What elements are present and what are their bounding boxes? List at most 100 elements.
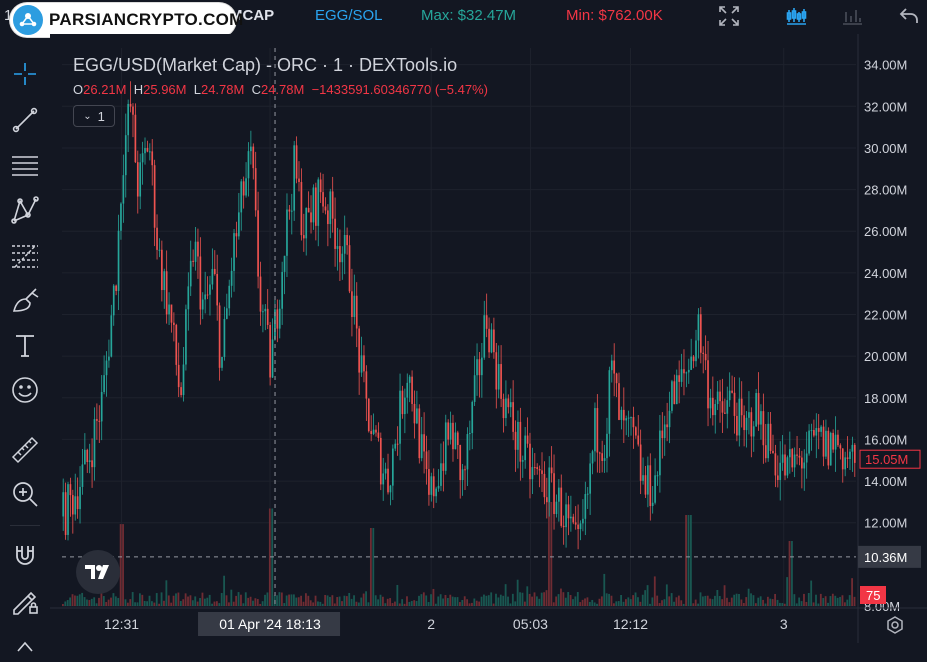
- candle-body: [416, 408, 418, 424]
- candle-body: [728, 390, 731, 401]
- candle-body: [206, 294, 209, 296]
- candle-body: [726, 400, 729, 414]
- volume-bar: [836, 597, 839, 606]
- volume-bar: [581, 599, 584, 606]
- candle-body: [615, 373, 618, 384]
- volume-bar: [312, 602, 315, 606]
- candle-body: [582, 518, 584, 524]
- volume-bar: [290, 594, 293, 606]
- candle-body: [153, 165, 156, 228]
- volume-bar: [497, 597, 500, 606]
- tab-pair[interactable]: EGG/SOL: [315, 7, 383, 24]
- candle-body: [620, 409, 623, 420]
- open-value: 26.21M: [83, 82, 127, 97]
- trend-line-icon[interactable]: [8, 103, 42, 137]
- volume-bar: [141, 594, 144, 606]
- volume-bar: [278, 592, 281, 606]
- magnet-icon[interactable]: [8, 539, 42, 573]
- volume-bar: [603, 573, 606, 606]
- candle-body: [103, 375, 105, 393]
- candle-body: [310, 212, 312, 223]
- volume-bar: [437, 596, 440, 606]
- volume-bar: [244, 592, 247, 606]
- candle-body: [774, 453, 777, 476]
- emoji-icon[interactable]: [8, 373, 42, 407]
- candle-body: [837, 434, 839, 446]
- bars-icon[interactable]: [840, 4, 864, 28]
- collapse-legend-button[interactable]: ⌄ 1: [73, 105, 115, 127]
- interval-label[interactable]: 1: [4, 7, 13, 24]
- volume-bar: [225, 595, 228, 606]
- fib-icon[interactable]: [8, 238, 42, 272]
- candle-body: [738, 398, 741, 436]
- undo-icon[interactable]: [898, 5, 920, 27]
- candle-body: [483, 315, 486, 358]
- volume-bar: [646, 585, 649, 606]
- crosshair-icon[interactable]: [8, 57, 42, 91]
- volume-bar: [511, 593, 514, 606]
- volume-bar: [627, 597, 630, 606]
- lock-draw-icon[interactable]: [8, 584, 42, 618]
- candle-body: [132, 106, 134, 115]
- text-icon[interactable]: [8, 329, 42, 363]
- candle-body: [112, 285, 115, 316]
- volume-bar: [574, 596, 577, 606]
- candle-body: [589, 463, 591, 494]
- volume-bar: [449, 594, 452, 606]
- volume-bar: [822, 597, 825, 606]
- candle-body: [158, 249, 161, 251]
- candle-body: [377, 432, 380, 438]
- volume-bar: [369, 528, 372, 606]
- candle-body: [760, 411, 762, 425]
- candle-body: [654, 475, 656, 503]
- volume-bar: [774, 593, 776, 606]
- expand-icon[interactable]: [718, 5, 740, 27]
- candle-body: [560, 487, 563, 526]
- volume-bar: [586, 597, 589, 606]
- volume-bar: [711, 599, 714, 606]
- candle-body: [468, 433, 471, 435]
- candle-body: [117, 230, 120, 291]
- candle-body: [707, 360, 709, 409]
- y-tick-label: 28.00M: [864, 183, 907, 198]
- candle-body: [343, 234, 346, 254]
- candle-body: [844, 457, 847, 470]
- collapse-count: 1: [97, 108, 105, 124]
- candle-body: [536, 467, 539, 470]
- price-chart[interactable]: 34.00M 32.00M 30.00M 28.00M 26.00M 24.00M 22.0…: [0, 0, 927, 643]
- ruler-icon[interactable]: [8, 433, 42, 467]
- tradingview-logo-icon[interactable]: [76, 550, 120, 594]
- candle-body: [76, 496, 79, 510]
- volume-bar: [413, 600, 416, 606]
- candle-body: [382, 473, 385, 485]
- candle-body: [786, 457, 789, 476]
- candle-body: [490, 329, 493, 353]
- horizontal-lines-icon[interactable]: [8, 148, 42, 182]
- candle-body: [170, 304, 173, 323]
- candle-body: [678, 375, 680, 382]
- volume-bar: [721, 599, 724, 606]
- candle-body: [298, 178, 300, 182]
- candle-body: [764, 445, 767, 459]
- zoom-in-icon[interactable]: [8, 477, 42, 511]
- candle-body: [129, 103, 132, 107]
- candle-body: [428, 469, 430, 495]
- volume-bar: [661, 600, 663, 606]
- candle-body: [355, 295, 358, 329]
- volume-bar: [434, 603, 437, 606]
- volume-bar: [350, 598, 353, 606]
- candle-body: [175, 324, 178, 365]
- settings-icon[interactable]: [880, 611, 910, 639]
- candle-body: [647, 465, 649, 495]
- volume-bar: [714, 595, 716, 606]
- volume-bar: [415, 600, 418, 606]
- candle-body: [659, 430, 661, 476]
- pattern-icon[interactable]: [8, 193, 42, 227]
- candle-body: [808, 430, 810, 454]
- brush-icon[interactable]: [8, 283, 42, 317]
- volume-bar: [62, 603, 64, 606]
- candles-icon[interactable]: [784, 4, 808, 28]
- volume-bar: [567, 591, 570, 606]
- candle-body: [748, 412, 750, 418]
- volume-bar: [723, 585, 726, 606]
